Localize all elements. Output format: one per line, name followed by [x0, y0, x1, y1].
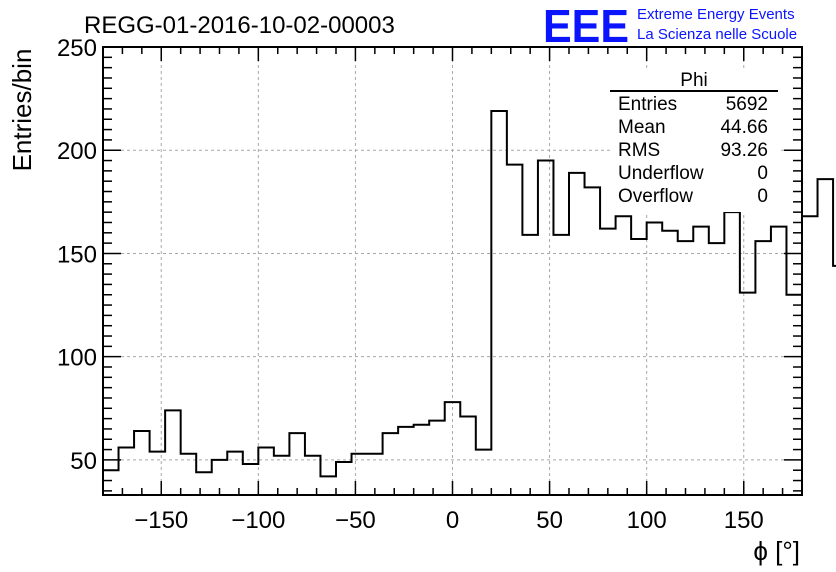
y-tick-label: 250	[57, 35, 97, 62]
histogram-line	[103, 110, 836, 478]
eee-logo: EEE Extreme Energy Events La Scienza nel…	[543, 0, 797, 52]
tick-labels: −150 −100 −50 0 50 100 150 50 100 150 200 250	[57, 35, 764, 534]
plot-frame	[102, 46, 803, 496]
stats-label: Underflow	[618, 163, 704, 184]
y-tick-label: 200	[57, 138, 97, 165]
x-tick-label: 100	[627, 507, 667, 534]
histogram-series	[103, 110, 836, 478]
stats-value: 93.26	[720, 140, 768, 161]
y-tick-label: 50	[70, 448, 97, 475]
logo-line-2: La Scienza nelle Scuole	[637, 26, 797, 43]
x-tick-label: −50	[335, 507, 376, 534]
logo-mark: EEE	[543, 0, 629, 52]
y-tick-label: 150	[57, 241, 97, 268]
x-tick-label: 50	[536, 507, 563, 534]
stats-label: Entries	[618, 94, 677, 115]
stats-value: 0	[757, 163, 768, 184]
x-axis-label: ϕ [°]	[753, 536, 800, 566]
x-tick-label: 150	[724, 507, 764, 534]
stats-label: Mean	[618, 117, 666, 138]
stats-label: RMS	[618, 140, 660, 161]
stats-box: Phi Entries 5692 Mean 44.66 RMS 93.26 Underflo…	[610, 70, 778, 212]
stats-value: 44.66	[720, 117, 768, 138]
stats-box-background	[610, 70, 778, 212]
y-axis-label: Entries/bin	[7, 49, 37, 172]
y-tick-label: 100	[57, 345, 97, 372]
stats-value: 0	[757, 186, 768, 207]
stats-label: Overflow	[618, 186, 693, 207]
x-tick-label: −100	[231, 507, 285, 534]
chart-title: REGG-01-2016-10-02-00003	[84, 12, 395, 39]
stats-rows: Entries 5692 Mean 44.66 RMS 93.26 Underflow 0 Ov…	[618, 94, 768, 207]
x-tick-label: −150	[134, 507, 188, 534]
axis-ticks	[102, 46, 803, 495]
x-tick-label: 0	[446, 507, 459, 534]
stats-value: 5692	[726, 94, 768, 115]
stats-box-title: Phi	[680, 70, 707, 91]
logo-line-1: Extreme Energy Events	[637, 6, 795, 23]
